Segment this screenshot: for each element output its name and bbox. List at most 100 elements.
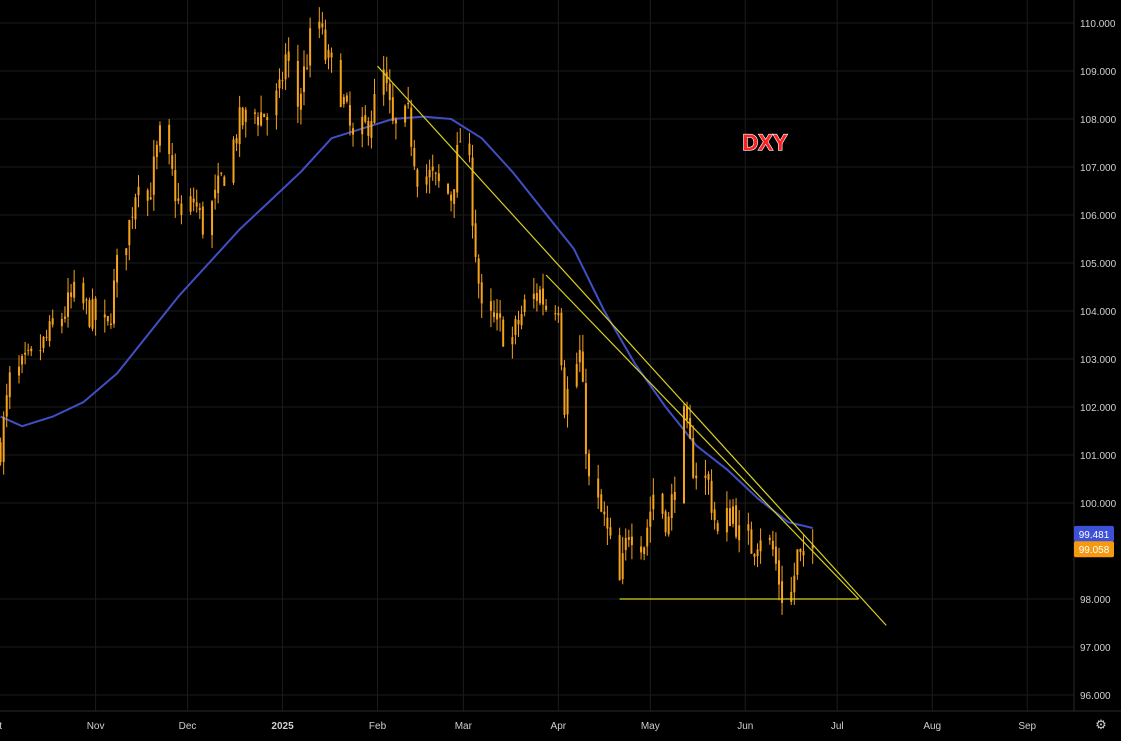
candle-body <box>91 299 94 329</box>
candle-body <box>554 313 557 315</box>
candle-body <box>296 60 299 107</box>
candle <box>275 83 278 130</box>
price-tick-label: 110.000 <box>1080 19 1116 30</box>
candle-body <box>489 301 492 311</box>
candle-body <box>646 527 649 547</box>
candle <box>747 512 750 545</box>
candle-body <box>103 314 106 318</box>
candle <box>511 326 514 359</box>
candle <box>382 56 385 106</box>
candle <box>198 203 201 220</box>
candle <box>643 546 646 561</box>
candle-body <box>425 176 428 185</box>
candle <box>116 248 119 298</box>
candle-body <box>499 313 502 318</box>
candle-body <box>45 336 48 338</box>
candle <box>82 277 85 310</box>
candle-body <box>542 288 545 305</box>
candle <box>456 132 459 198</box>
candle-body <box>477 258 480 284</box>
candle-body <box>474 223 477 258</box>
price-tick-label: 106.000 <box>1080 211 1117 222</box>
candle <box>131 207 134 229</box>
candle <box>330 47 333 73</box>
candle-body <box>557 313 560 316</box>
candle <box>370 110 373 149</box>
candle-body <box>370 120 373 138</box>
candle <box>450 191 453 212</box>
candle <box>477 254 480 299</box>
candle <box>554 305 557 321</box>
price-axis[interactable]: 110.000 109.000 108.000 107.000 106.000 105.0… <box>1073 0 1117 711</box>
candle <box>109 313 112 329</box>
candle-body <box>275 90 278 116</box>
candle <box>575 352 578 389</box>
candle-body <box>456 144 459 193</box>
candle <box>155 140 158 170</box>
candle <box>790 576 793 605</box>
candle <box>618 527 621 581</box>
candle <box>73 269 76 302</box>
candle-body <box>640 546 643 553</box>
candle-body <box>563 367 566 415</box>
candle-body <box>48 321 51 341</box>
candle-body <box>413 148 416 167</box>
candle <box>220 172 223 177</box>
candle <box>735 498 738 539</box>
candle <box>8 366 11 409</box>
candle <box>796 549 799 580</box>
candle <box>410 99 413 157</box>
symbol-watermark: DXY <box>742 130 788 155</box>
candle-body <box>30 348 33 352</box>
candle-body <box>664 511 667 533</box>
candle <box>342 94 345 108</box>
candle <box>793 562 796 605</box>
candle-body <box>257 116 260 126</box>
candle-body <box>738 525 741 541</box>
candle-body <box>112 280 115 324</box>
candle-body <box>109 323 112 326</box>
candle-body <box>299 93 302 110</box>
candle <box>24 341 27 365</box>
candle-body <box>535 293 538 301</box>
candle-body <box>578 350 581 363</box>
candle <box>603 501 606 526</box>
candle <box>67 278 70 328</box>
candle-body <box>330 52 333 58</box>
candle <box>91 288 94 332</box>
candle <box>535 283 538 312</box>
candle <box>640 536 643 560</box>
candle-body <box>241 107 244 126</box>
candle <box>257 112 260 137</box>
time-tick-label: 2025 <box>271 721 294 732</box>
time-axis[interactable]: t Nov Dec 2025 Feb Mar Apr May Jun Jul Aug Sep <box>0 710 1121 732</box>
price-tick-label: 98.000 <box>1080 595 1111 606</box>
candle <box>223 175 226 187</box>
candle-body <box>686 406 689 420</box>
candle-body <box>116 254 119 283</box>
candle-body <box>82 282 85 304</box>
candle <box>545 299 548 313</box>
candle-body <box>235 138 238 144</box>
candle-body <box>367 120 370 136</box>
candle <box>732 499 735 528</box>
candle <box>695 462 698 490</box>
candle-body <box>643 547 646 554</box>
candle-body <box>523 299 526 313</box>
candle-body <box>177 198 180 201</box>
candle-body <box>480 282 483 304</box>
candle-body <box>342 96 345 105</box>
candle-body <box>238 107 241 144</box>
candle <box>211 199 214 249</box>
candle-body <box>192 198 195 203</box>
candle <box>496 298 499 331</box>
candle <box>768 534 771 545</box>
candle-body <box>382 69 385 95</box>
candle-body <box>667 516 670 535</box>
candle <box>27 343 30 356</box>
settings-gear-icon[interactable]: ⚙ <box>1095 718 1107 733</box>
candle <box>771 530 774 557</box>
candle <box>287 37 290 78</box>
candle-body <box>146 190 149 201</box>
